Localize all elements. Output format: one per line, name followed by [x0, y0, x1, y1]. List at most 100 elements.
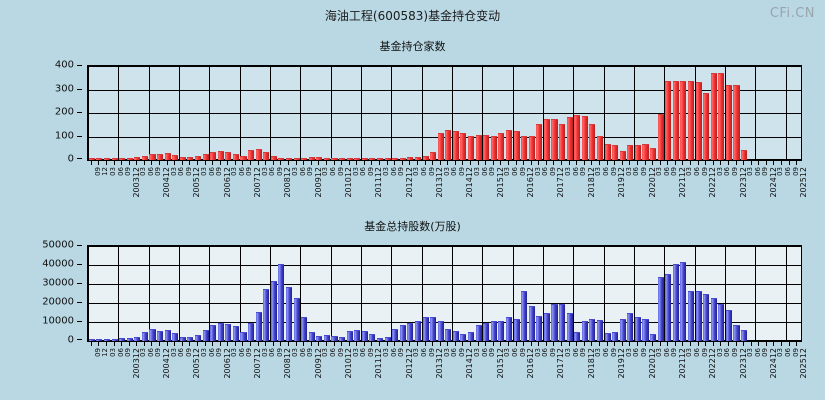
- top-chart-gridlines: [88, 66, 801, 160]
- bar: [225, 151, 232, 160]
- bar: [650, 147, 657, 160]
- x-axis-tick: [462, 161, 464, 165]
- x-axis-tick: [454, 161, 456, 165]
- x-axis-tick: [773, 161, 775, 165]
- x-axis-tick-label: 06: [419, 348, 428, 357]
- gridline-horizontal: [88, 159, 801, 160]
- gridline-vertical: [270, 246, 272, 341]
- x-axis-tick: [788, 342, 790, 346]
- bar: [612, 332, 619, 341]
- bar: [293, 298, 300, 341]
- x-axis-tick: [538, 342, 540, 346]
- x-axis-tick-label: 06: [693, 348, 702, 357]
- x-axis-tick: [212, 161, 214, 165]
- x-axis-tick: [204, 342, 206, 346]
- bar: [384, 157, 391, 160]
- bottom-chart-x-axis: 09 12 03 06 09 200312 03 06 09 200412 03 06 09 200512…: [87, 342, 808, 386]
- x-axis-tick: [432, 342, 434, 346]
- x-axis-tick-label: 06: [601, 348, 610, 357]
- bar: [559, 303, 566, 341]
- bar: [217, 322, 224, 341]
- x-axis-tick: [712, 342, 714, 346]
- top-chart-title: 基金持仓家数: [379, 40, 446, 53]
- x-axis-tick: [234, 342, 236, 346]
- x-axis-tick: [462, 342, 464, 346]
- x-axis-tick: [401, 342, 403, 346]
- bar: [505, 129, 512, 160]
- x-axis-tick: [333, 161, 335, 165]
- x-axis-tick: [363, 342, 365, 346]
- bar: [445, 130, 452, 160]
- gridline-horizontal: [88, 340, 801, 341]
- x-axis-tick: [652, 161, 654, 165]
- x-axis-tick: [159, 342, 161, 346]
- bar: [733, 324, 740, 341]
- x-axis-tick: [272, 161, 274, 165]
- bottom-chart-title: 基金总持股数(万股): [364, 220, 461, 233]
- y-axis-tick: [77, 112, 82, 113]
- x-axis-tick: [174, 161, 176, 165]
- x-axis-tick: [219, 342, 221, 346]
- x-axis-tick: [341, 342, 343, 346]
- gridline-vertical: [725, 246, 727, 341]
- bar: [111, 338, 118, 341]
- x-axis-tick: [90, 342, 92, 346]
- bar: [407, 157, 414, 160]
- x-axis-tick: [371, 342, 373, 346]
- bar: [498, 320, 505, 341]
- bar: [179, 336, 186, 341]
- x-axis-tick: [181, 161, 183, 165]
- x-axis-tick: [310, 342, 312, 346]
- bar: [589, 319, 596, 341]
- x-axis-tick: [690, 161, 692, 165]
- bar: [551, 118, 558, 160]
- bar: [361, 158, 368, 160]
- bar: [141, 155, 148, 160]
- x-axis-tick: [128, 342, 130, 346]
- bar: [376, 337, 384, 341]
- x-axis-tick: [598, 342, 600, 346]
- bar: [437, 133, 444, 160]
- x-axis-tick: [591, 342, 593, 346]
- x-axis-tick: [379, 342, 381, 346]
- x-axis-tick: [288, 342, 289, 346]
- bar: [88, 339, 95, 341]
- x-axis-tick: [136, 342, 138, 346]
- x-axis-tick-label: 202512: [799, 167, 809, 198]
- bar: [346, 157, 353, 160]
- bar: [96, 339, 103, 341]
- x-axis-tick: [394, 161, 396, 165]
- gridline-vertical: [209, 66, 211, 160]
- bar: [505, 317, 512, 341]
- bar: [172, 154, 179, 160]
- y-axis-tick-label: 300: [54, 83, 74, 94]
- x-axis-tick: [561, 342, 563, 346]
- gridline-vertical: [361, 66, 363, 160]
- x-axis-tick-label: 03: [473, 167, 482, 176]
- gridline-horizontal: [88, 66, 801, 67]
- x-axis-tick: [636, 342, 638, 346]
- y-axis-tick-label: 0: [67, 334, 74, 346]
- x-axis-tick: [105, 161, 107, 165]
- x-axis-tick: [477, 161, 479, 165]
- x-axis-tick-label: 03: [199, 348, 208, 357]
- bar: [733, 84, 740, 160]
- x-axis-tick-label: 03: [291, 348, 299, 357]
- x-axis-tick: [583, 342, 585, 346]
- bar: [604, 333, 611, 341]
- gridline-horizontal: [88, 284, 801, 285]
- x-axis-tick: [576, 161, 578, 165]
- bar: [718, 72, 725, 160]
- bar: [240, 332, 247, 341]
- x-axis-tick: [288, 161, 289, 165]
- bar: [687, 290, 695, 341]
- y-axis-tick-label: 30000: [42, 277, 74, 289]
- bar: [665, 273, 672, 341]
- bar: [210, 151, 217, 160]
- x-axis-tick: [576, 342, 578, 346]
- bar: [301, 157, 308, 160]
- x-axis-tick: [750, 342, 752, 346]
- x-axis-tick-label: 03: [746, 167, 755, 176]
- bar: [331, 157, 338, 160]
